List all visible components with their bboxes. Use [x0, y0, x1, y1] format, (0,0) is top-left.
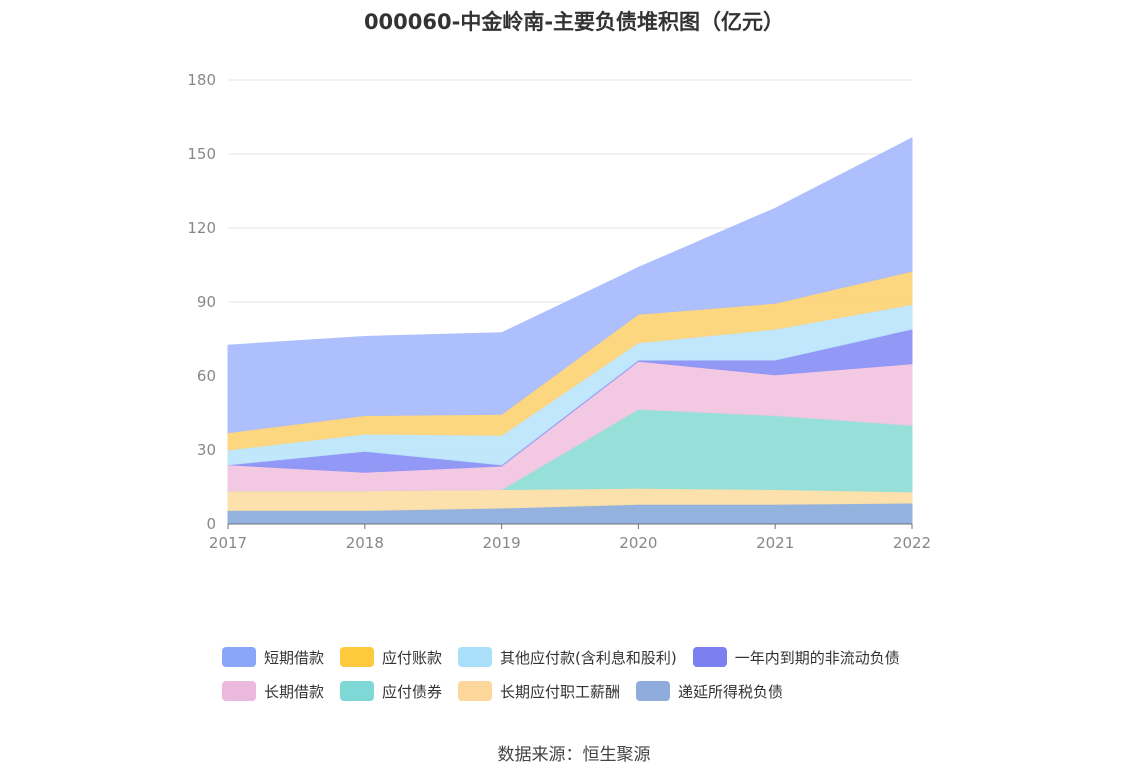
legend-item[interactable]: 长期借款: [222, 681, 324, 702]
y-tick-label: 90: [197, 293, 216, 311]
legend-item[interactable]: 应付债券: [340, 681, 442, 702]
area-series: [227, 137, 913, 434]
legend-swatch: [222, 681, 256, 701]
legend-label: 长期借款: [264, 682, 325, 701]
legend-label: 应付债券: [382, 682, 443, 701]
chart-legend: 短期借款 应付账款 其他应付款(含利息和股利) 一年内到期的非流动负债长期借款 应付债券…: [222, 640, 942, 708]
chart-title: 000060-中金岭南-主要负债堆积图（亿元）: [363, 10, 785, 34]
y-tick-label: 180: [187, 71, 216, 89]
legend-label: 一年内到期的非流动负债: [734, 648, 900, 667]
data-source-note: 数据来源：恒生聚源: [497, 745, 651, 765]
legend-swatch: [636, 681, 671, 701]
x-tick-label: 2019: [483, 534, 521, 552]
stacked-area-chart: 0 30 60 90 120 150 180 2017 2018 2019 2020 2021 2022: [187, 71, 931, 552]
legend-item[interactable]: 应付账款: [340, 647, 442, 668]
y-tick-label: 60: [197, 367, 216, 385]
y-tick-label: 0: [206, 515, 216, 533]
legend-label: 应付账款: [382, 648, 443, 667]
legend-swatch: [692, 647, 727, 667]
legend-label: 短期借款: [264, 648, 325, 667]
x-tick-label: 2018: [346, 534, 384, 552]
legend-item[interactable]: 递延所得税负债: [636, 681, 783, 702]
x-tick-label: 2021: [756, 534, 794, 552]
legend-swatch: [458, 647, 493, 667]
legend-row: 长期借款 应付债券 长期应付职工薪酬 递延所得税负债: [222, 674, 942, 708]
y-tick-label: 150: [187, 145, 216, 163]
legend-item[interactable]: 其他应付款(含利息和股利): [458, 647, 677, 668]
legend-swatch: [340, 681, 375, 701]
y-tick-label: 30: [197, 441, 216, 459]
legend-item[interactable]: 一年内到期的非流动负债: [692, 647, 900, 668]
legend-item[interactable]: 短期借款: [222, 647, 324, 668]
x-tick-label: 2022: [893, 534, 931, 552]
legend-row: 短期借款 应付账款 其他应付款(含利息和股利) 一年内到期的非流动负债: [222, 640, 942, 674]
y-tick-label: 120: [187, 219, 216, 237]
legend-swatch: [222, 647, 256, 667]
x-tick-label: 2020: [619, 534, 657, 552]
legend-label: 长期应付职工薪酬: [500, 682, 621, 701]
legend-swatch: [340, 647, 375, 667]
legend-item[interactable]: 长期应付职工薪酬: [458, 681, 620, 702]
legend-label: 递延所得税负债: [678, 682, 784, 701]
legend-swatch: [458, 681, 493, 701]
x-tick-label: 2017: [209, 534, 247, 552]
legend-label: 其他应付款(含利息和股利): [500, 648, 677, 667]
